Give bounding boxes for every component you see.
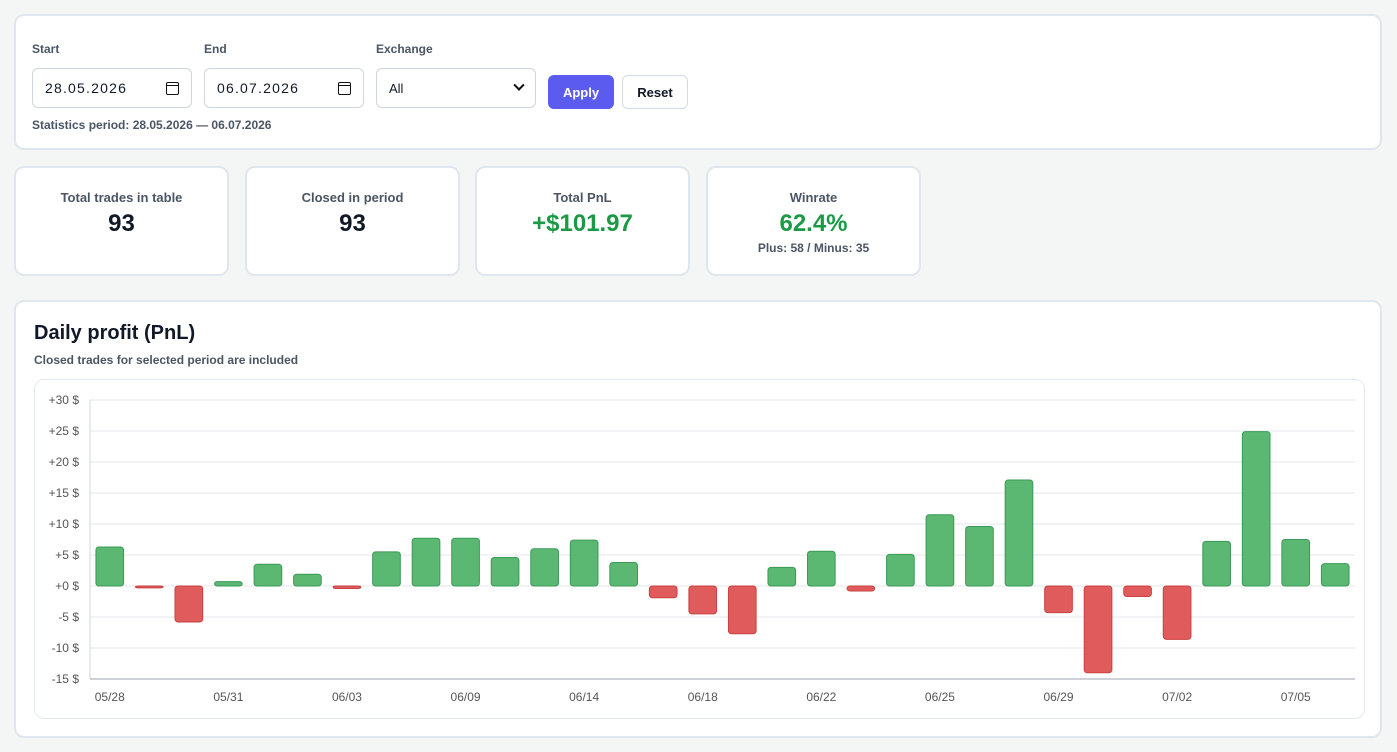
filters-panel: Start 28.05.2026 End 06.07.2026 Exchange… bbox=[14, 14, 1382, 150]
pnl-bar bbox=[451, 537, 480, 587]
stat-card-closed-in-period: Closed in period 93 bbox=[245, 166, 460, 276]
pnl-bar bbox=[411, 537, 441, 587]
pnl-bar bbox=[1281, 539, 1311, 587]
apply-button[interactable]: Apply bbox=[548, 75, 614, 109]
x-tick-label: 05/31 bbox=[213, 690, 243, 704]
pnl-bar bbox=[1123, 585, 1152, 598]
pnl-bar bbox=[174, 585, 204, 623]
x-tick-label: 06/22 bbox=[806, 690, 836, 704]
pnl-bar bbox=[1083, 585, 1113, 674]
stat-label: Total PnL bbox=[553, 190, 612, 205]
chart-subtitle: Closed trades for selected period are in… bbox=[34, 353, 299, 367]
exchange-selected-value: All bbox=[389, 80, 404, 96]
pnl-bar bbox=[846, 585, 876, 592]
x-tick-label: 06/03 bbox=[332, 690, 362, 704]
chart-frame: +30 $ +25 $ +20 $ +15 $ +10 $ +5 $ +0 $ -5 $ -10… bbox=[34, 379, 1365, 719]
calendar-icon[interactable] bbox=[166, 81, 179, 95]
start-date-input[interactable]: 28.05.2026 bbox=[32, 68, 192, 108]
pnl-bar bbox=[569, 539, 599, 587]
pnl-bar bbox=[293, 573, 322, 587]
pnl-bar bbox=[332, 585, 362, 589]
pnl-bar bbox=[925, 514, 955, 587]
pnl-bar bbox=[1004, 479, 1034, 587]
pnl-bar bbox=[490, 556, 520, 587]
stat-card-total-trades: Total trades in table 93 bbox=[14, 166, 229, 276]
pnl-bar bbox=[965, 525, 994, 587]
pnl-bar bbox=[767, 566, 797, 587]
y-tick-label: +20 $ bbox=[49, 455, 80, 469]
stat-value: 93 bbox=[339, 210, 366, 237]
x-tick-label: 06/29 bbox=[1044, 690, 1074, 704]
stat-value: 93 bbox=[108, 210, 135, 237]
pnl-bar bbox=[372, 551, 401, 587]
exchange-select[interactable]: All bbox=[376, 68, 536, 108]
statistics-period-text: Statistics period: 28.05.2026 — 06.07.20… bbox=[32, 118, 272, 132]
y-tick-label: +5 $ bbox=[55, 548, 79, 562]
x-tick-label: 06/25 bbox=[925, 690, 955, 704]
stat-card-total-pnl: Total PnL +$101.97 bbox=[475, 166, 690, 276]
daily-pnl-bar-chart: +30 $ +25 $ +20 $ +15 $ +10 $ +5 $ +0 $ -5 $ -10… bbox=[49, 393, 1355, 704]
start-label: Start bbox=[32, 42, 60, 56]
end-date-value: 06.07.2026 bbox=[217, 80, 300, 96]
pnl-bar bbox=[1320, 563, 1350, 587]
daily-profit-panel: Daily profit (PnL) Closed trades for sel… bbox=[14, 300, 1382, 738]
y-tick-label: -15 $ bbox=[52, 672, 80, 686]
chevron-down-icon bbox=[513, 79, 525, 91]
x-tick-label: 07/05 bbox=[1281, 690, 1311, 704]
x-tick-label: 07/02 bbox=[1162, 690, 1192, 704]
y-tick-label: +0 $ bbox=[55, 579, 79, 593]
pnl-bar bbox=[688, 585, 718, 615]
pnl-bar bbox=[253, 563, 283, 587]
pnl-bar bbox=[95, 546, 125, 587]
pnl-bar bbox=[886, 553, 915, 587]
pnl-bar bbox=[727, 585, 757, 635]
pnl-bar bbox=[1162, 585, 1192, 640]
y-tick-label: +30 $ bbox=[49, 393, 80, 407]
x-tick-label: 05/28 bbox=[95, 690, 125, 704]
y-tick-label: -10 $ bbox=[52, 641, 80, 655]
stat-label: Winrate bbox=[789, 190, 838, 205]
chart-title: Daily profit (PnL) bbox=[34, 322, 196, 344]
pnl-bar bbox=[1202, 540, 1231, 587]
pnl-bar bbox=[134, 585, 164, 589]
stat-value: +$101.97 bbox=[532, 210, 633, 237]
reset-button[interactable]: Reset bbox=[622, 75, 688, 109]
pnl-bar bbox=[1044, 585, 1073, 614]
start-date-value: 28.05.2026 bbox=[45, 80, 128, 96]
stat-label: Closed in period bbox=[301, 190, 404, 205]
stat-card-winrate: Winrate 62.4% Plus: 58 / Minus: 35 bbox=[706, 166, 921, 276]
stat-sub-text: Plus: 58 / Minus: 35 bbox=[757, 241, 870, 255]
pnl-bar bbox=[648, 585, 678, 599]
y-tick-label: +25 $ bbox=[49, 424, 80, 438]
pnl-bar bbox=[214, 581, 243, 587]
y-tick-label: +10 $ bbox=[49, 517, 80, 531]
pnl-bar bbox=[1241, 431, 1271, 587]
calendar-icon[interactable] bbox=[338, 81, 351, 95]
y-tick-label: -5 $ bbox=[58, 610, 79, 624]
end-date-input[interactable]: 06.07.2026 bbox=[204, 68, 364, 108]
stat-label: Total trades in table bbox=[60, 190, 183, 205]
end-label: End bbox=[204, 42, 227, 56]
exchange-label: Exchange bbox=[376, 42, 433, 56]
x-tick-label: 06/18 bbox=[688, 690, 718, 704]
pnl-bar bbox=[530, 548, 559, 587]
pnl-bar bbox=[806, 550, 836, 587]
stat-value: 62.4% bbox=[779, 210, 848, 237]
y-tick-label: +15 $ bbox=[49, 486, 80, 500]
pnl-bar bbox=[609, 561, 639, 587]
x-tick-label: 06/09 bbox=[451, 690, 481, 704]
x-tick-label: 06/14 bbox=[569, 690, 599, 704]
